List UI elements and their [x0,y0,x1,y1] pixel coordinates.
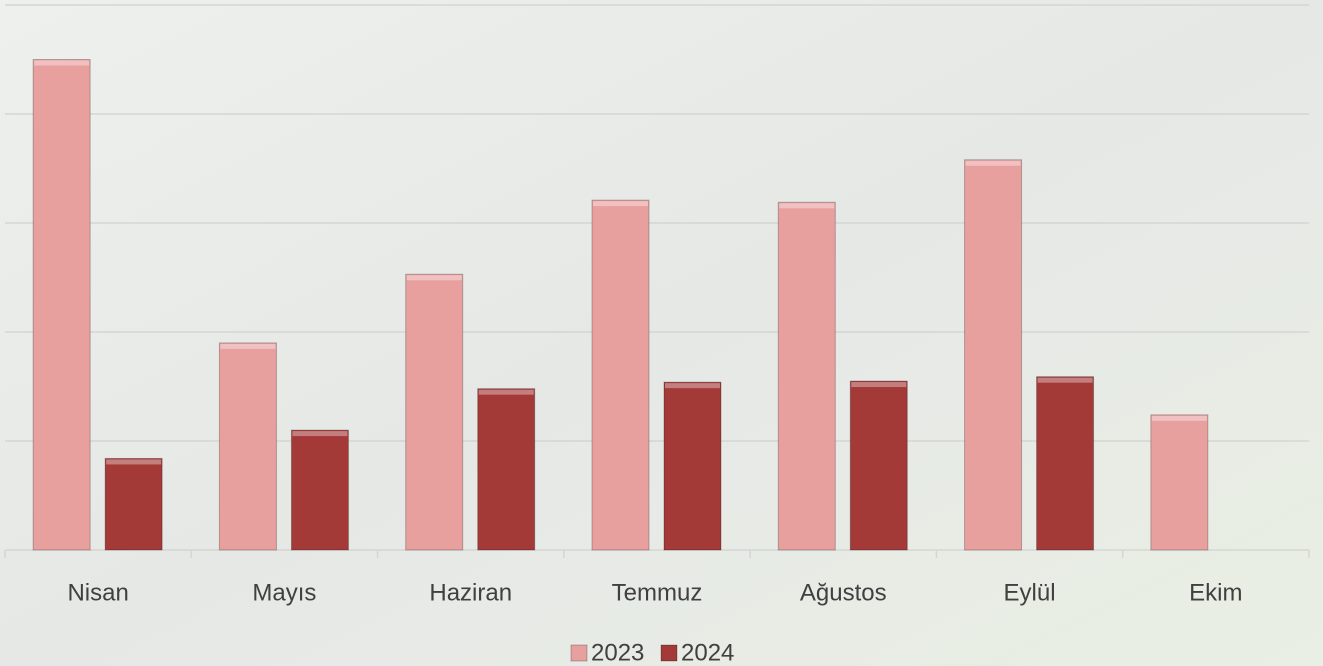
bar-bevel [665,383,720,389]
bar-bevel [292,431,348,437]
bar-bevel [478,389,534,395]
bar [663,381,722,551]
bar [964,159,1023,551]
x-tick-label: Haziran [429,579,512,606]
bar [32,59,91,551]
bar-bevel [34,60,90,66]
bar [849,380,908,551]
bar-bevel [1151,415,1207,421]
x-tick-label: Nisan [67,579,128,606]
bar-bevel [851,382,907,388]
bar-bevel [106,459,162,465]
bar [218,342,277,551]
bar [777,201,836,551]
bar-bevel [406,275,462,281]
bar-bevel [965,160,1021,166]
x-tick-label: Eylül [1004,579,1056,606]
bar-bevel [593,201,648,207]
bar-bevel [779,203,835,209]
x-tick-label: Ağustos [800,579,887,606]
x-tick-label: Mayıs [252,579,316,606]
bar-bevel [1037,377,1093,383]
bar [290,429,349,551]
bar [1150,414,1209,551]
legend-swatch [570,644,588,662]
x-tick-label: Ekim [1189,579,1242,606]
bar [405,273,464,551]
bar [104,457,163,551]
x-tick-label: Temmuz [612,579,703,606]
legend-label: 2024 [681,639,734,666]
bar [477,388,536,551]
legend-label: 2023 [591,639,644,666]
bar-bevel [220,343,276,349]
bar [591,199,650,551]
legend-swatch [660,644,678,662]
bar [1036,376,1095,551]
